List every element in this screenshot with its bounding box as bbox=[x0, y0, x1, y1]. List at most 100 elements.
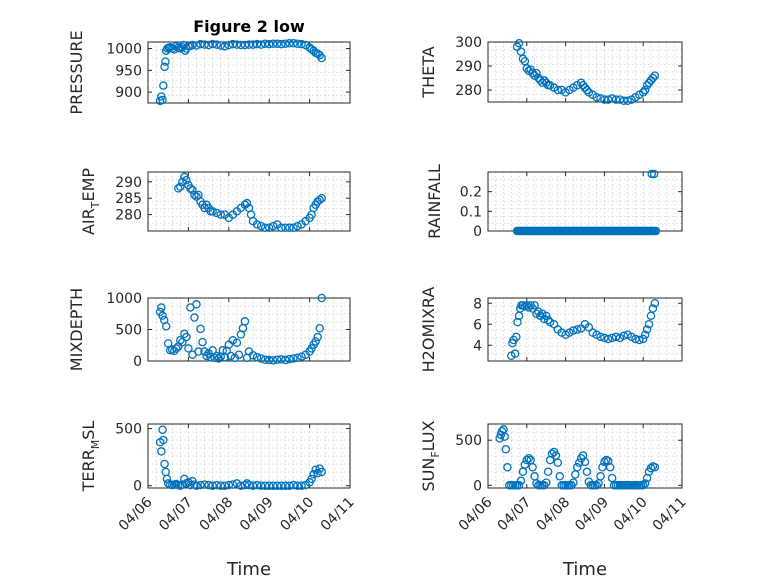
panel-pressure: 900 950 1000 PRESSURE Figure 2 low bbox=[67, 17, 351, 115]
data-point bbox=[532, 68, 541, 78]
data-point bbox=[268, 481, 278, 490]
data-point bbox=[514, 38, 524, 48]
data-point bbox=[281, 39, 290, 48]
x-tick-label: 04/06 bbox=[116, 494, 156, 534]
data-point bbox=[216, 41, 225, 50]
data-point bbox=[212, 40, 221, 49]
data-point bbox=[582, 85, 592, 95]
figure-title: Figure 2 low bbox=[193, 17, 305, 36]
data-point bbox=[309, 470, 318, 479]
data-point bbox=[646, 463, 656, 473]
data-point bbox=[202, 351, 211, 361]
data-point bbox=[514, 481, 524, 490]
panel-terr-msl: 0 500 04/06 04/07 04/08 04/09 04/10 04/11 TERRMS… bbox=[79, 421, 358, 580]
data-point bbox=[569, 326, 578, 335]
x-tick-label: 04/08 bbox=[197, 494, 237, 534]
data-point bbox=[281, 481, 290, 490]
y-tick-label: 280 bbox=[115, 208, 142, 224]
data-point bbox=[317, 53, 326, 63]
data-point bbox=[648, 73, 658, 83]
data-point bbox=[619, 331, 629, 341]
panel-rainfall: 0 0.1 0.2 RAINFALL bbox=[425, 164, 683, 240]
grid-rainfall bbox=[487, 172, 683, 231]
y-tick-label: 0 bbox=[133, 479, 142, 495]
data-point bbox=[200, 40, 209, 49]
data-point bbox=[238, 323, 248, 333]
data-point bbox=[188, 185, 197, 195]
data-point bbox=[547, 449, 557, 458]
data-point bbox=[553, 85, 563, 95]
x-tick-label: 04/09 bbox=[237, 494, 277, 534]
series-mixdepth bbox=[155, 293, 326, 365]
data-point bbox=[210, 353, 219, 363]
data-point bbox=[159, 81, 168, 90]
data-point bbox=[242, 198, 252, 208]
data-point bbox=[574, 458, 584, 468]
y-tick-label: 900 bbox=[115, 85, 142, 101]
data-point bbox=[530, 301, 539, 310]
data-point bbox=[297, 352, 306, 361]
data-point bbox=[268, 221, 278, 231]
data-point bbox=[289, 480, 298, 490]
data-point bbox=[285, 223, 294, 232]
y-axis-label: MIXDEPTH bbox=[67, 288, 86, 371]
data-point bbox=[196, 324, 205, 334]
series-pressure bbox=[155, 39, 326, 106]
x-axis-label: Time bbox=[562, 559, 607, 580]
x-tick-label: 04/06 bbox=[456, 494, 496, 534]
data-point bbox=[208, 39, 217, 49]
data-point bbox=[214, 354, 223, 363]
data-point bbox=[252, 480, 262, 490]
data-point bbox=[524, 303, 533, 312]
data-point bbox=[600, 457, 609, 467]
data-point bbox=[248, 40, 258, 49]
y-axis-label: PRESSURE bbox=[67, 30, 86, 114]
axes-frame-sun-flux bbox=[487, 423, 683, 489]
data-point bbox=[580, 457, 590, 467]
series-h2omixra bbox=[507, 298, 660, 360]
data-point bbox=[281, 355, 290, 365]
data-point bbox=[178, 337, 187, 347]
y-axis-label: TERRMSL bbox=[79, 421, 102, 493]
y-tick-label: 500 bbox=[455, 433, 482, 449]
x-tick-label: 04/11 bbox=[650, 494, 690, 534]
y-axis-label: AIRTEMP bbox=[79, 168, 102, 235]
data-point bbox=[611, 332, 621, 342]
x-tick-label: 04/07 bbox=[156, 494, 196, 534]
data-point bbox=[600, 95, 609, 104]
y-axis-label: SUNFLUX bbox=[419, 420, 442, 491]
data-point bbox=[532, 479, 541, 488]
data-point bbox=[190, 313, 199, 322]
data-point bbox=[264, 355, 274, 365]
y-tick-label: 290 bbox=[455, 59, 482, 75]
data-point bbox=[644, 319, 654, 329]
data-point bbox=[555, 472, 565, 481]
data-point bbox=[268, 39, 278, 48]
x-tick-label: 04/09 bbox=[572, 494, 612, 534]
data-point bbox=[649, 169, 659, 179]
data-point bbox=[244, 40, 254, 49]
data-point bbox=[234, 350, 244, 359]
data-point bbox=[204, 40, 213, 50]
data-point bbox=[224, 40, 234, 50]
data-point bbox=[256, 481, 266, 490]
data-point bbox=[640, 85, 650, 95]
data-point bbox=[165, 42, 175, 52]
panel-mixdepth: 0 500 1000 MIXDEPTH bbox=[67, 288, 351, 371]
data-point bbox=[161, 57, 170, 66]
data-point bbox=[313, 468, 322, 478]
data-point bbox=[196, 480, 205, 490]
data-point bbox=[520, 460, 530, 469]
data-point bbox=[236, 40, 246, 50]
data-point bbox=[220, 481, 230, 490]
data-point bbox=[297, 39, 306, 49]
x-tick-label: 04/11 bbox=[318, 494, 358, 534]
y-axis-label: THETA bbox=[419, 46, 438, 98]
data-point bbox=[264, 481, 274, 490]
data-point bbox=[252, 39, 262, 49]
data-point bbox=[503, 463, 512, 472]
data-point bbox=[157, 303, 166, 312]
data-point bbox=[285, 481, 294, 490]
data-point bbox=[293, 39, 302, 48]
